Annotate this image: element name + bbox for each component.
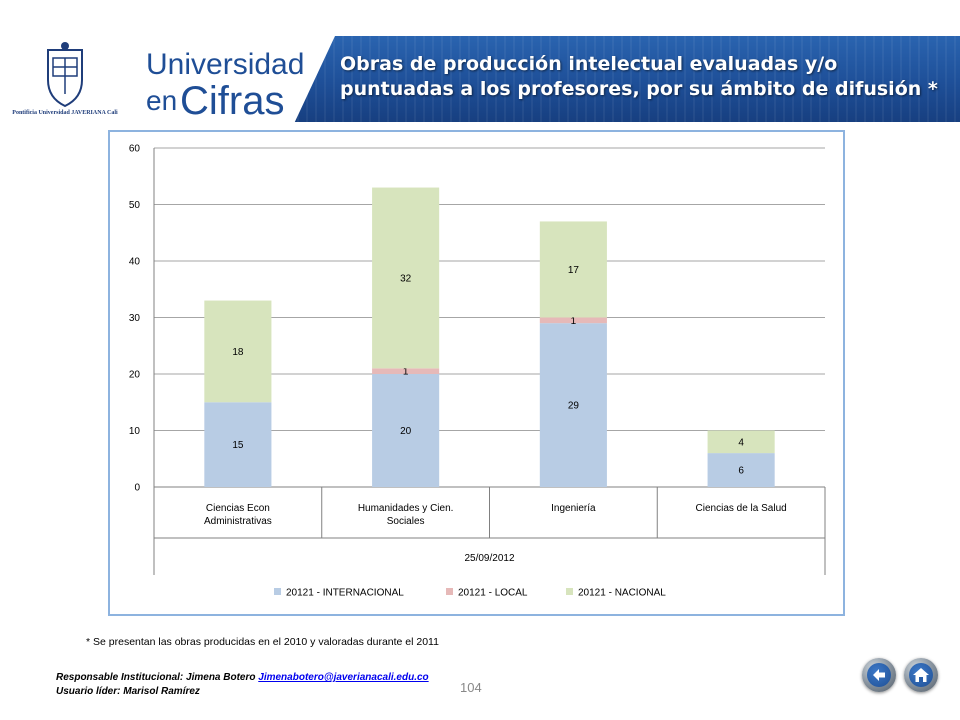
group-label: 25/09/2012 [464, 553, 514, 564]
y-tick-label: 10 [129, 426, 141, 437]
bar-segment [204, 300, 272, 403]
responsible-label: Responsable Institucional: Jimena Botero [56, 672, 256, 683]
back-button-face [867, 663, 891, 687]
x-tick-label: Ingeniería [551, 503, 596, 514]
back-button[interactable] [862, 658, 896, 692]
home-icon [913, 668, 929, 682]
y-tick-label: 0 [134, 483, 140, 494]
crest-caption: Pontificia Universidad JAVERIANA Cali [12, 110, 118, 116]
x-tick-label: Administrativas [204, 516, 272, 527]
bar-segment [539, 317, 607, 324]
legend-swatch [566, 588, 573, 595]
legend-label: 20121 - NACIONAL [578, 588, 666, 599]
page-title-line2: puntuadas a los profesores, por su ámbit… [340, 78, 938, 100]
page-title-line1: Obras de producción intelectual evaluada… [340, 53, 838, 75]
data-label: 1 [571, 316, 577, 327]
data-label: 4 [738, 437, 744, 448]
brand-line1: Universidad [146, 48, 304, 81]
y-tick-label: 30 [129, 313, 141, 324]
legend-label: 20121 - INTERNACIONAL [286, 588, 404, 599]
bar-segment [372, 368, 440, 374]
responsible-email-link[interactable]: Jimenabotero@javerianacali.edu.co [258, 672, 429, 683]
bar-segment [539, 221, 607, 318]
university-crest-icon [47, 42, 83, 108]
page-title: Obras de producción intelectual evaluada… [340, 52, 940, 102]
brand-line2-main: Cifras [180, 79, 284, 122]
data-label: 17 [568, 265, 580, 276]
stacked-bar-chart: 0 10 20 30 40 50 60 15 18 Ciencias Econ Administra… [129, 144, 826, 599]
responsible-line: Responsable Institucional: Jimena Botero… [56, 672, 429, 683]
data-label: 15 [232, 440, 244, 451]
bar-segment [372, 187, 440, 369]
bar-segment [539, 323, 607, 487]
x-tick-label: Sociales [387, 516, 425, 527]
y-tick-label: 50 [129, 200, 141, 211]
legend-swatch [274, 588, 281, 595]
footnote: * Se presentan las obras producidas en e… [86, 636, 439, 648]
legend-label: 20121 - LOCAL [458, 588, 528, 599]
data-label: 1 [403, 367, 409, 378]
y-tick-label: 60 [129, 144, 141, 155]
back-arrow-icon [873, 669, 885, 681]
x-tick-label: Ciencias de la Salud [696, 503, 787, 514]
y-tick-label: 40 [129, 257, 141, 268]
bar-segment [204, 402, 272, 487]
bar-segment [707, 430, 775, 454]
data-label: 29 [568, 401, 580, 412]
home-button-face [909, 663, 933, 687]
data-label: 20 [400, 426, 412, 437]
brand-line2-prefix: en [146, 85, 177, 116]
data-label: 32 [400, 273, 412, 284]
legend-swatch [446, 588, 453, 595]
brand-logo: Pontificia Universidad JAVERIANA Cali Un… [12, 42, 304, 122]
x-tick-label: Ciencias Econ [206, 503, 270, 514]
home-button[interactable] [904, 658, 938, 692]
leader-line: Usuario líder: Marisol Ramírez [56, 686, 200, 697]
data-label: 6 [738, 466, 744, 477]
bar-segment [707, 453, 775, 487]
y-tick-label: 20 [129, 370, 141, 381]
bar-segment [372, 374, 440, 487]
data-label: 18 [232, 347, 244, 358]
header-banner: Pontificia Universidad JAVERIANA Cali Un… [0, 36, 960, 122]
x-tick-label: Humanidades y Cien. [358, 503, 454, 514]
page-number: 104 [460, 680, 482, 695]
